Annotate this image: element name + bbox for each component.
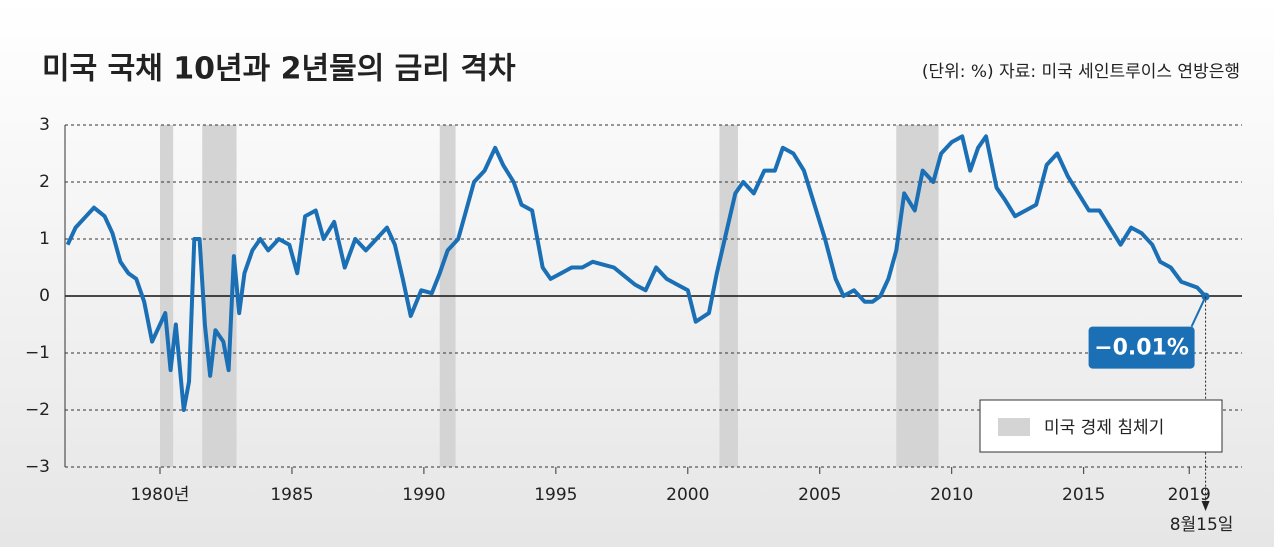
x-tick-label: 2010 xyxy=(930,485,973,505)
y-tick-label: 3 xyxy=(39,115,50,135)
arrow-head xyxy=(1201,501,1210,511)
legend-swatch xyxy=(998,418,1030,436)
x-tick-label: 1980년 xyxy=(131,485,190,505)
callout-box xyxy=(1088,326,1195,369)
data-line xyxy=(65,134,1208,412)
y-tick-label: 0 xyxy=(39,286,50,306)
y-tick-label: −1 xyxy=(25,343,50,363)
x-tick-label: 1990 xyxy=(402,485,445,505)
x-tick-label: 1995 xyxy=(534,485,577,505)
subtitle: (단위: %) 자료: 미국 세인트루이스 연방은행 xyxy=(922,62,1240,82)
y-tick-label: −2 xyxy=(25,400,50,420)
date-label: 8월15일 xyxy=(1170,515,1234,535)
x-tick-label: 2000 xyxy=(666,485,709,505)
y-tick-label: 2 xyxy=(39,172,50,192)
plot: −3 −2 −1 0 1 2 3 1980년 1985 1990 1995 2000 2005 2010 2… xyxy=(25,115,1242,535)
callout-label: −0.01% xyxy=(1094,336,1189,361)
x-tick-label: 2015 xyxy=(1062,485,1105,505)
x-tick-label: 1985 xyxy=(270,485,313,505)
x-tick-label: 2019 xyxy=(1168,485,1211,505)
x-tick-label: 2005 xyxy=(798,485,841,505)
y-tick-label: 1 xyxy=(39,229,50,249)
chart-title: 미국 국채 10년과 2년물의 금리 격차 xyxy=(42,52,516,87)
callout-line xyxy=(1190,296,1207,327)
legend-label: 미국 경제 침체기 xyxy=(1044,418,1164,438)
y-tick-label: −3 xyxy=(25,457,50,477)
